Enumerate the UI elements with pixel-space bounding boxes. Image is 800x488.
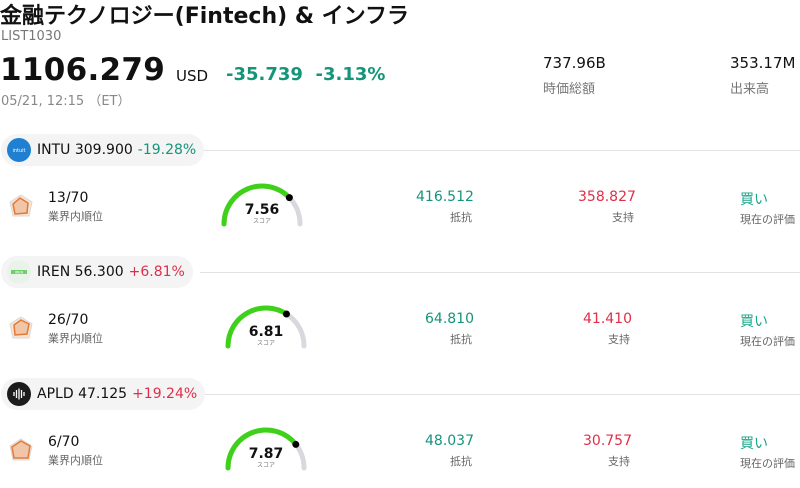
score-gauge: 6.81 スコア (225, 305, 307, 349)
svg-text:IREN: IREN (15, 271, 24, 275)
rating-value: 買い (740, 314, 768, 330)
rank-label: 業界内順位 (48, 210, 103, 223)
score-label: スコア (253, 218, 271, 225)
resistance-value: 48.037 (425, 433, 474, 449)
rating-label: 現在の評価 (740, 457, 795, 470)
score-value: 6.81 (249, 324, 284, 340)
gauge-marker (292, 440, 300, 448)
rank-value: 6/70 (48, 434, 80, 450)
resistance-label: 抵抗 (450, 333, 472, 346)
stock-chip-intu[interactable]: intuit INTU 309.900 -19.28% (1, 134, 205, 166)
score-value: 7.87 (249, 446, 284, 462)
score-value: 7.56 (245, 202, 280, 218)
stock-ticker: INTU (37, 142, 71, 158)
page-title: 金融テクノロジー(Fintech) & インフラ (0, 4, 410, 29)
score-gauge: 7.56 スコア (221, 183, 303, 227)
gauge-marker (282, 310, 290, 318)
rank-value: 26/70 (48, 312, 89, 328)
section-divider (200, 150, 800, 151)
price-change: -35.739 -3.13% (226, 64, 385, 85)
timestamp: 05/21, 12:15 （ET） (1, 94, 131, 109)
svg-text:intuit: intuit (12, 148, 25, 154)
index-price: 1106.279 (0, 52, 166, 88)
stock-price: 309.900 (74, 142, 133, 158)
rating-value: 買い (740, 192, 768, 208)
change-percent: -3.13% (315, 64, 386, 85)
score-label: スコア (257, 462, 275, 469)
rank-label: 業界内順位 (48, 454, 103, 467)
volume-value: 353.17M (730, 54, 796, 72)
support-label: 支持 (608, 455, 630, 468)
change-value: -35.739 (226, 64, 303, 85)
gauge-marker (285, 194, 293, 202)
section-divider (200, 394, 800, 395)
stock-ticker: APLD (37, 386, 74, 402)
rank-radar-icon (9, 194, 33, 217)
resistance-label: 抵抗 (450, 455, 472, 468)
rating-label: 現在の評価 (740, 335, 795, 348)
currency-label: USD (176, 67, 209, 85)
resistance-value: 64.810 (425, 311, 474, 327)
rating-label: 現在の評価 (740, 213, 795, 226)
stock-price: 47.125 (78, 386, 128, 402)
support-value: 358.827 (578, 189, 636, 205)
stock-change: +6.81% (128, 264, 185, 280)
apld-logo-icon (7, 382, 31, 406)
support-label: 支持 (608, 333, 630, 346)
resistance-label: 抵抗 (450, 211, 472, 224)
market-cap-value: 737.96B (543, 54, 606, 72)
market-cap-label: 時価総額 (543, 82, 596, 97)
stock-ticker: IREN (37, 264, 71, 280)
rank-radar-icon (9, 316, 33, 339)
score-gauge: 7.87 スコア (225, 427, 307, 471)
iren-logo-icon: IREN (7, 260, 31, 284)
stock-price: 56.300 (74, 264, 124, 280)
rank-value: 13/70 (48, 190, 89, 206)
stock-change: +19.24% (132, 386, 198, 402)
stock-chip-iren[interactable]: IREN IREN 56.300 +6.81% (1, 256, 193, 288)
section-divider (200, 272, 800, 273)
score-label: スコア (257, 340, 275, 347)
rating-value: 買い (740, 436, 768, 452)
volume-label: 出来高 (730, 82, 770, 97)
support-value: 30.757 (583, 433, 632, 449)
support-label: 支持 (612, 211, 634, 224)
resistance-value: 416.512 (416, 189, 474, 205)
stock-chip-apld[interactable]: APLD 47.125 +19.24% (1, 378, 206, 410)
rank-label: 業界内順位 (48, 332, 103, 345)
gauge-fill (221, 183, 292, 227)
gauge-fill (225, 305, 289, 349)
stock-change: -19.28% (137, 142, 197, 158)
list-code: LIST1030 (1, 29, 62, 44)
rank-radar-icon (9, 438, 33, 461)
intuit-logo-icon: intuit (7, 138, 31, 162)
gauge-fill (225, 427, 299, 471)
support-value: 41.410 (583, 311, 632, 327)
